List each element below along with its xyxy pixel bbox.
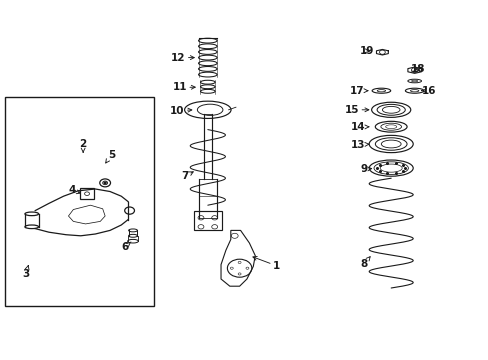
Text: 2: 2	[80, 139, 86, 152]
Bar	[5, 97, 154, 306]
Text: 5: 5	[105, 150, 115, 163]
Text: 13: 13	[350, 140, 368, 150]
Text: 3: 3	[22, 266, 29, 279]
Text: 7: 7	[181, 171, 193, 181]
Text: 17: 17	[349, 86, 367, 96]
Text: 11: 11	[172, 82, 195, 93]
Text: 4: 4	[68, 185, 81, 195]
Text: 14: 14	[350, 122, 368, 132]
Text: 9: 9	[360, 164, 371, 174]
Text: 12: 12	[171, 53, 194, 63]
Text: 16: 16	[421, 86, 435, 96]
Text: 1: 1	[252, 256, 279, 271]
Text: 10: 10	[170, 105, 191, 116]
Circle shape	[104, 182, 106, 184]
Text: 18: 18	[410, 64, 425, 74]
Text: 8: 8	[360, 257, 369, 269]
Text: 15: 15	[344, 105, 368, 115]
Text: 6: 6	[122, 242, 131, 252]
Text: 19: 19	[359, 46, 373, 56]
